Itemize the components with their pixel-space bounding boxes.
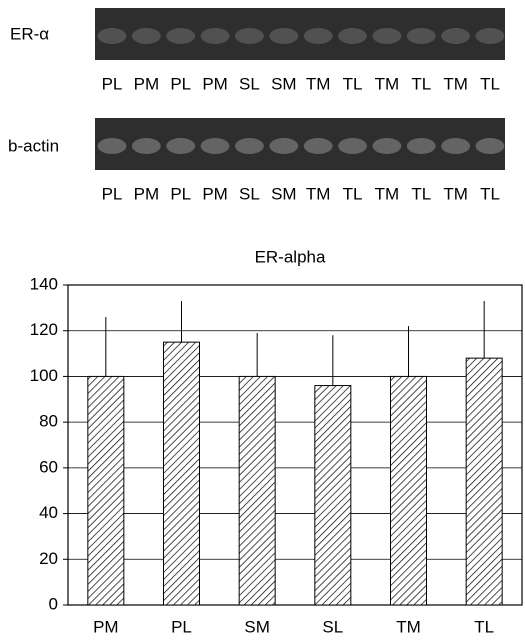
gel-band bbox=[407, 138, 436, 154]
x-tick-label: SL bbox=[322, 617, 343, 636]
lane-label: TL bbox=[343, 184, 363, 203]
lane-label: PL bbox=[102, 184, 123, 203]
y-tick-label: 20 bbox=[39, 549, 58, 568]
gel-band bbox=[338, 28, 367, 44]
lane-label: TL bbox=[480, 74, 500, 93]
plot-frame bbox=[68, 285, 522, 605]
gel-band bbox=[132, 138, 161, 154]
gel-label: ER-α bbox=[10, 24, 49, 43]
gel-band bbox=[304, 138, 333, 154]
lane-label: TM bbox=[443, 74, 468, 93]
lane-label: PM bbox=[202, 184, 228, 203]
gel-band bbox=[235, 138, 264, 154]
gel-label: b-actin bbox=[8, 136, 59, 155]
lane-label: SM bbox=[271, 184, 297, 203]
gel-band bbox=[269, 138, 298, 154]
lane-label: SL bbox=[239, 74, 260, 93]
gel-band bbox=[201, 28, 230, 44]
x-tick-label: TL bbox=[474, 617, 494, 636]
lane-label: TM bbox=[375, 74, 400, 93]
bar bbox=[88, 376, 124, 605]
lane-label: TL bbox=[411, 184, 431, 203]
lane-label: PL bbox=[170, 74, 191, 93]
lane-label: TL bbox=[411, 74, 431, 93]
y-tick-label: 80 bbox=[39, 412, 58, 431]
lane-label: TM bbox=[443, 184, 468, 203]
x-tick-label: PL bbox=[171, 617, 192, 636]
lane-label: TM bbox=[306, 74, 331, 93]
lane-label: SL bbox=[239, 184, 260, 203]
y-tick-label: 0 bbox=[49, 594, 58, 613]
x-tick-label: SM bbox=[244, 617, 270, 636]
gel-band bbox=[166, 138, 195, 154]
gel-band bbox=[235, 28, 264, 44]
gel-band bbox=[98, 138, 127, 154]
gel-band bbox=[338, 138, 367, 154]
chart-title: ER-alpha bbox=[255, 247, 326, 266]
y-tick-label: 40 bbox=[39, 503, 58, 522]
gel-band bbox=[407, 28, 436, 44]
gel-band bbox=[304, 28, 333, 44]
figure: ER-α b-actin ER-alpha PL PM PL PM SL SM TM TL TM… bbox=[0, 0, 525, 642]
y-tick-label: 140 bbox=[30, 274, 58, 293]
lane-label: PM bbox=[134, 74, 160, 93]
bar bbox=[315, 386, 351, 605]
lane-label: TM bbox=[306, 184, 331, 203]
x-tick-label: PM bbox=[93, 617, 119, 636]
gel-band bbox=[132, 28, 161, 44]
x-tick-label: TM bbox=[396, 617, 421, 636]
gel-band bbox=[269, 28, 298, 44]
y-tick-label: 100 bbox=[30, 366, 58, 385]
lane-label: PL bbox=[102, 74, 123, 93]
lane-label: PL bbox=[170, 184, 191, 203]
lane-label: SM bbox=[271, 74, 297, 93]
bar bbox=[164, 342, 200, 605]
gel-band bbox=[98, 28, 127, 44]
gel-band bbox=[476, 138, 505, 154]
bar bbox=[466, 358, 502, 605]
y-tick-label: 60 bbox=[39, 457, 58, 476]
lane-label: PM bbox=[134, 184, 160, 203]
gel-band bbox=[441, 28, 470, 44]
bar bbox=[239, 376, 275, 605]
lane-label: PM bbox=[202, 74, 228, 93]
lane-label: TL bbox=[343, 74, 363, 93]
gel-band bbox=[372, 28, 401, 44]
gel-band bbox=[201, 138, 230, 154]
gel-band bbox=[476, 28, 505, 44]
y-tick-label: 120 bbox=[30, 320, 58, 339]
lane-label: TL bbox=[480, 184, 500, 203]
lane-label: TM bbox=[375, 184, 400, 203]
gel-band bbox=[166, 28, 195, 44]
gel-band bbox=[441, 138, 470, 154]
gel-band bbox=[372, 138, 401, 154]
bar bbox=[391, 376, 427, 605]
